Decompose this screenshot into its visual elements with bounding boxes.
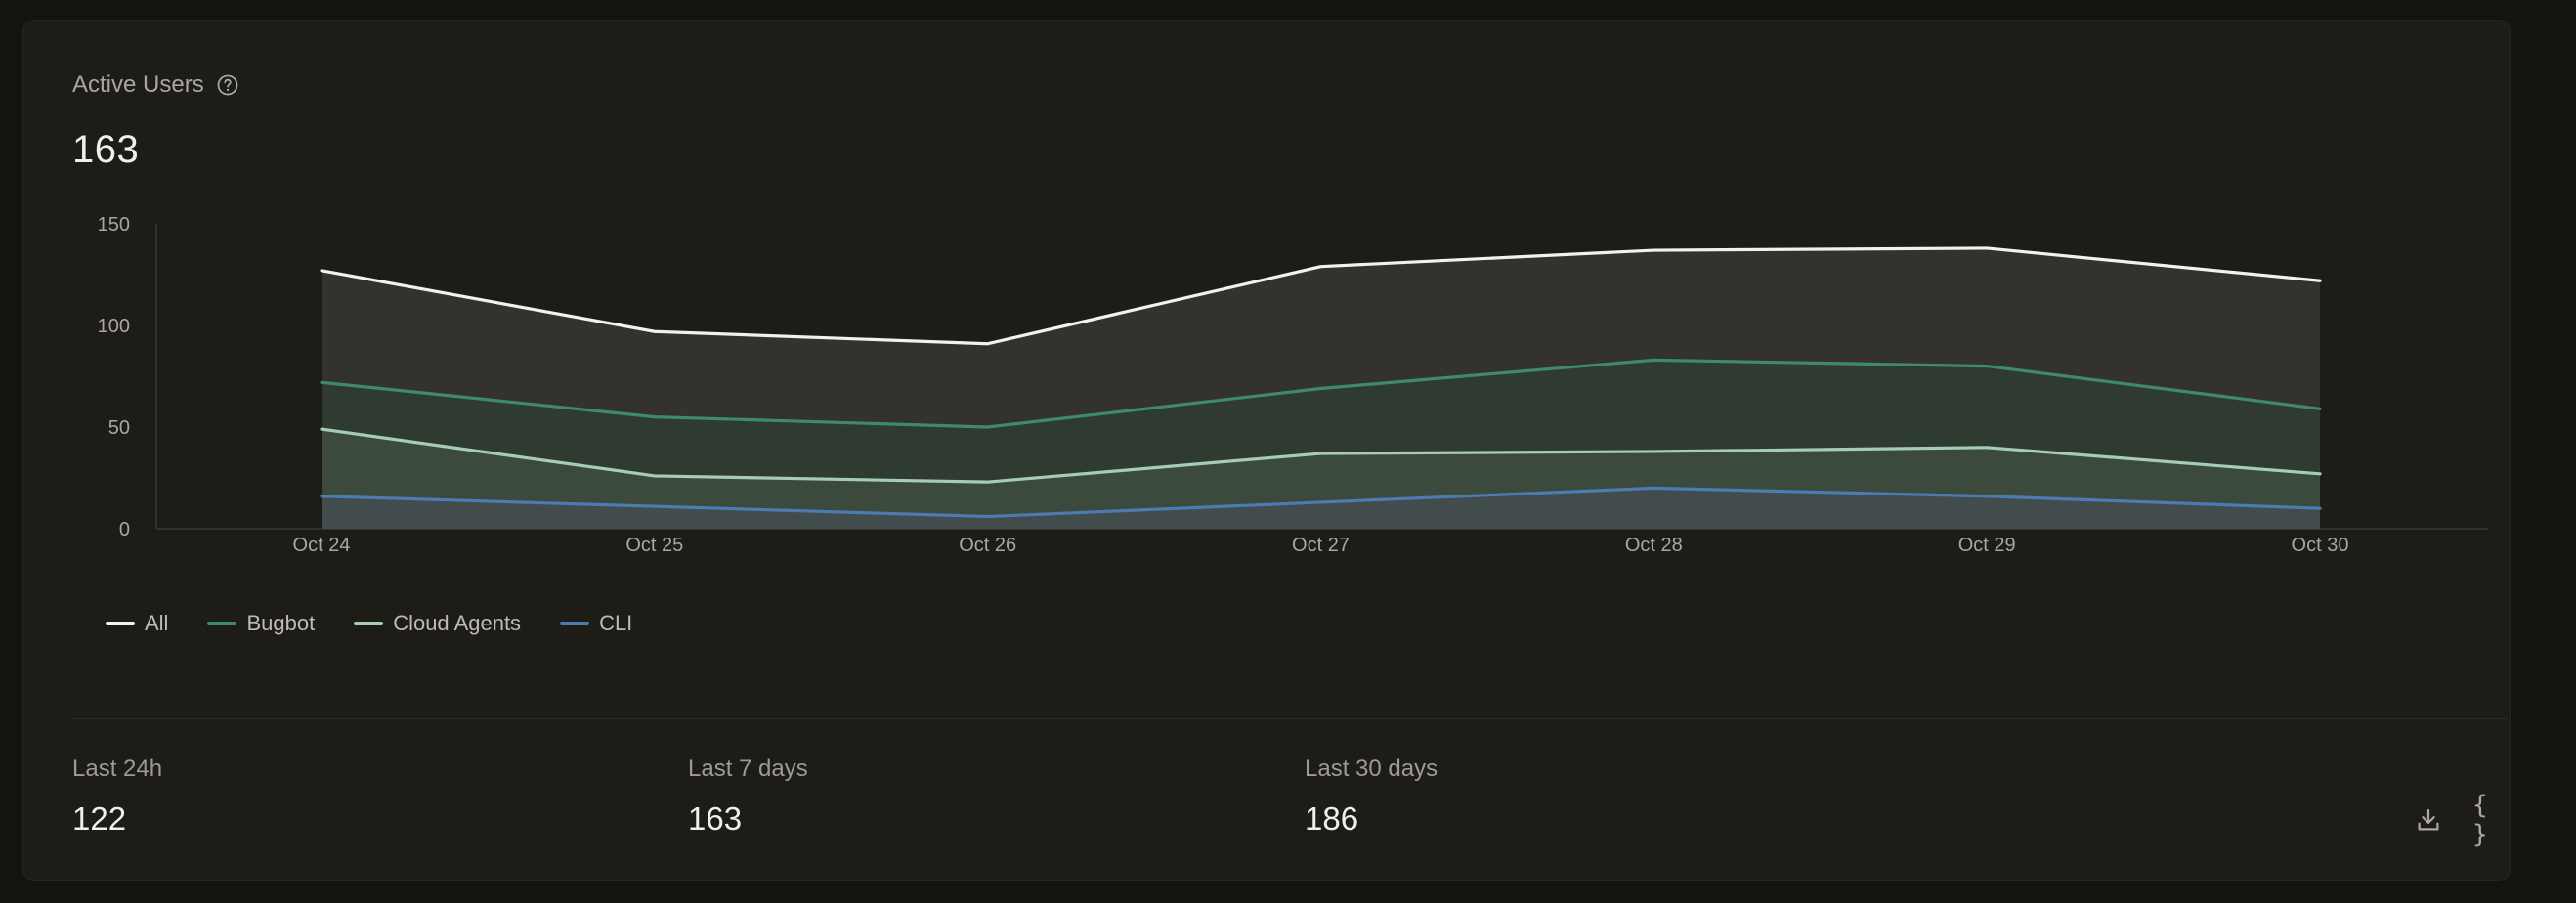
area-cli [322, 488, 2320, 529]
legend-label: Bugbot [246, 611, 316, 635]
legend-item-cli[interactable]: CLI [560, 611, 632, 636]
legend-item-all[interactable]: All [106, 611, 168, 636]
stat-last-30-days: Last 30 days 186 [1305, 755, 1438, 838]
stat-last-7-days: Last 7 days 163 [688, 755, 808, 838]
y-tick-label: 0 [119, 519, 130, 540]
y-tick-label: 100 [98, 316, 130, 337]
legend-item-cloud-agents[interactable]: Cloud Agents [354, 611, 521, 636]
stat-value: 186 [1305, 800, 1359, 837]
stat-label: Last 30 days [1305, 755, 1438, 782]
legend-swatch [560, 622, 590, 625]
y-tick-label: 50 [108, 417, 130, 439]
legend-label: Cloud Agents [393, 611, 522, 635]
legend-swatch [106, 622, 135, 625]
chart-legend: All Bugbot Cloud Agents CLI [106, 611, 632, 636]
y-tick-label: 150 [98, 214, 130, 236]
series-line-all [320, 246, 2322, 346]
stat-label: Last 24h [72, 755, 163, 782]
stat-last-24h: Last 24h 122 [72, 755, 162, 838]
x-tick-label: Oct 25 [625, 535, 683, 556]
legend-label: All [145, 611, 169, 635]
card-title-row: Active Users [72, 71, 239, 99]
x-tick-label: Oct 26 [959, 535, 1016, 556]
section-divider [72, 718, 2508, 719]
x-tick-label: Oct 27 [1292, 535, 1350, 556]
card-title: Active Users [72, 71, 204, 98]
x-tick-label: Oct 30 [2292, 535, 2349, 556]
stat-value: 122 [72, 800, 127, 837]
series-line-cloud-agents [320, 427, 2322, 484]
x-tick-label: Oct 24 [293, 535, 351, 556]
stat-value: 163 [688, 800, 743, 837]
x-tick-label: Oct 29 [1958, 535, 2016, 556]
series-line-bugbot [320, 358, 2322, 429]
legend-swatch [354, 622, 384, 625]
x-tick-label: Oct 28 [1625, 535, 1683, 556]
series-line-cli [320, 486, 2322, 519]
active-users-value: 163 [72, 128, 140, 171]
active-users-chart: 0 50 100 150 Oct 24 Oct 25 Oct 26 Oct 27 Oct 28 O… [98, 214, 2488, 556]
legend-label: CLI [599, 611, 633, 635]
legend-item-bugbot[interactable]: Bugbot [207, 611, 315, 636]
help-icon[interactable] [216, 73, 239, 97]
stat-label: Last 7 days [688, 755, 808, 782]
active-users-card: Active Users 163 0 50 100 150 Oct 24 Oct 25 Oc… [22, 20, 2511, 881]
json-braces-icon[interactable]: { } [2472, 791, 2488, 849]
download-icon[interactable] [2411, 802, 2446, 838]
legend-swatch [207, 622, 237, 625]
